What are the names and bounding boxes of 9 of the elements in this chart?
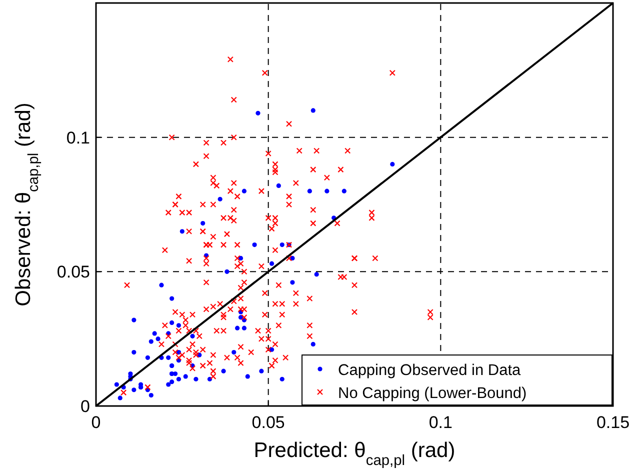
x-tick-label: 0.15	[596, 413, 629, 432]
x-tick-label: 0.1	[428, 413, 452, 432]
y-tick-label: 0	[80, 397, 90, 416]
legend-label: No Capping (Lower-Bound)	[338, 385, 527, 402]
legend-label: Capping Observed in Data	[338, 362, 522, 379]
y-tick-label: 0.05	[56, 262, 90, 282]
y-tick-label: 0.1	[66, 128, 90, 148]
x-axis-title: Predicted: θ$_{cap,pl}$ (rad)	[254, 439, 456, 469]
x-tick-label: 0.05	[252, 413, 285, 432]
